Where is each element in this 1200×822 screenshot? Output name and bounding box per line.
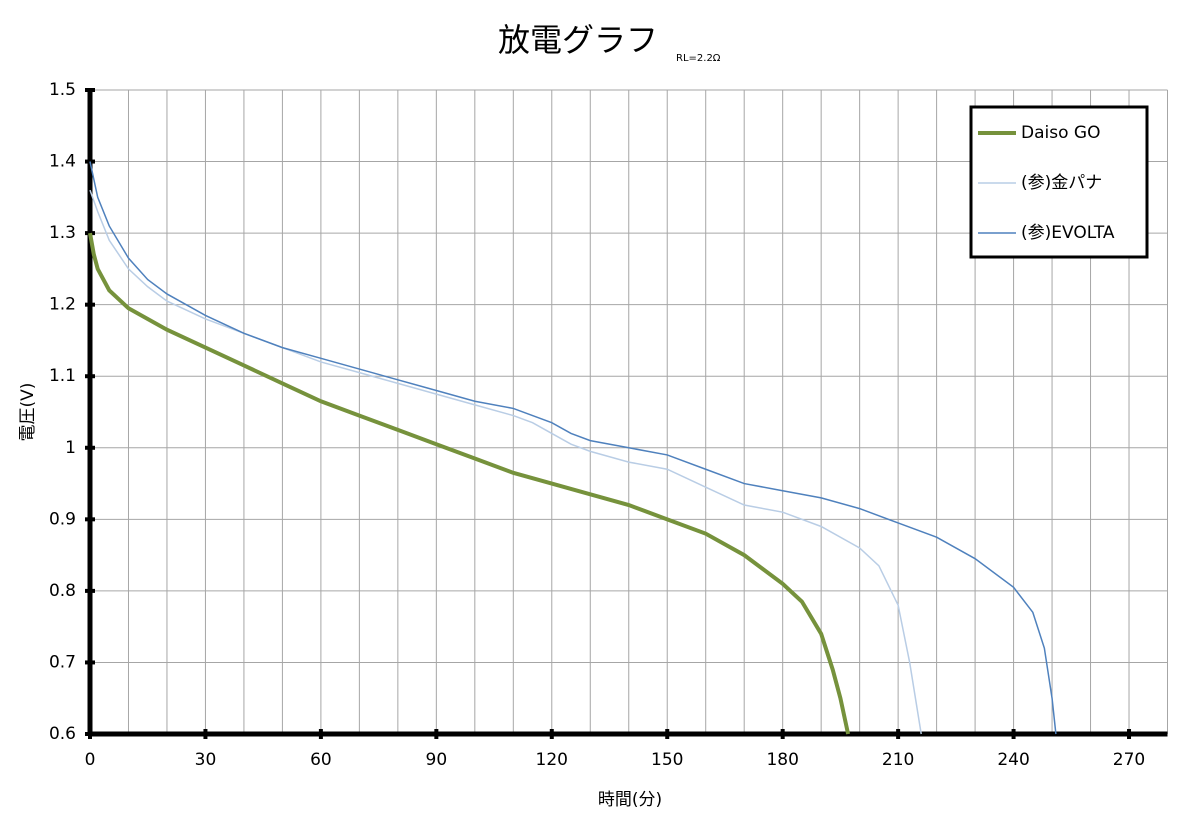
y-tick-label: 1.4 xyxy=(49,152,76,172)
y-tick-label: 0.6 xyxy=(49,724,76,744)
x-tick-label: 90 xyxy=(426,750,448,770)
x-tick-label: 120 xyxy=(536,750,568,770)
x-tick-label: 210 xyxy=(882,750,914,770)
legend-label: (参)金パナ xyxy=(1021,173,1102,193)
x-axis-label: 時間(分) xyxy=(598,790,662,810)
x-tick-label: 270 xyxy=(1113,750,1145,770)
x-tick-label: 30 xyxy=(195,750,217,770)
x-tick-label: 60 xyxy=(310,750,332,770)
y-tick-label: 1.5 xyxy=(49,80,76,100)
chart-subtitle: RL=2.2Ω xyxy=(676,53,721,64)
y-tick-label: 1.2 xyxy=(49,295,76,315)
chart-title: 放電グラフ xyxy=(498,21,658,59)
y-tick-label: 0.9 xyxy=(49,509,76,529)
y-tick-label: 1.3 xyxy=(49,223,76,243)
y-tick-label: 1 xyxy=(65,438,76,458)
x-tick-label: 240 xyxy=(997,750,1029,770)
y-tick-label: 0.7 xyxy=(49,652,76,672)
x-tick-label: 150 xyxy=(651,750,683,770)
legend-label: Daiso GO xyxy=(1021,123,1100,143)
y-axis-label: 電圧(V) xyxy=(18,383,38,442)
x-tick-label: 180 xyxy=(766,750,798,770)
y-tick-label: 1.1 xyxy=(49,366,76,386)
legend-label: (参)EVOLTA xyxy=(1021,223,1115,243)
series-line xyxy=(89,161,1057,735)
y-tick-label: 0.8 xyxy=(49,581,76,601)
series-line xyxy=(88,232,851,735)
x-tick-label: 0 xyxy=(85,750,96,770)
series-line xyxy=(89,189,922,735)
